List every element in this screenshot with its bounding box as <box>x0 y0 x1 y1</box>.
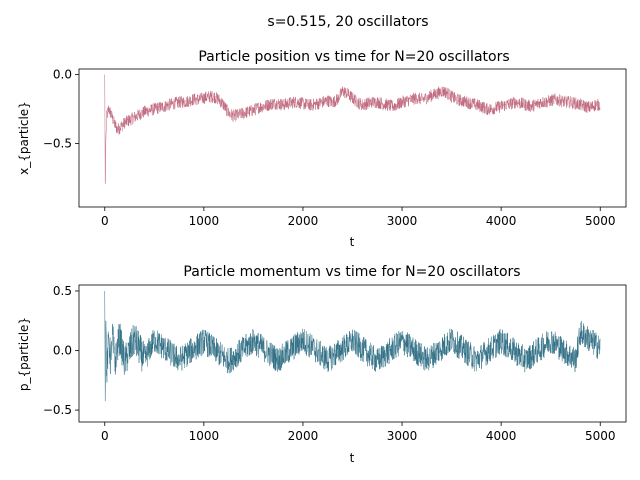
momentum-x-ticks: 0 1000 2000 3000 4000 5000 <box>101 422 616 443</box>
momentum-x-tick-label: 1000 <box>189 429 220 443</box>
position-title: Particle position vs time for N=20 oscil… <box>198 49 509 65</box>
position-x-ticks: 0 1000 2000 3000 4000 5000 <box>101 207 616 228</box>
position-x-tick-label: 4000 <box>486 214 517 228</box>
position-x-label: t <box>350 235 355 249</box>
position-y-tick-label: −0.5 <box>43 137 72 151</box>
position-x-tick-label: 1000 <box>189 214 220 228</box>
momentum-y-tick-label: −0.5 <box>43 403 72 417</box>
position-panel: Particle position vs time for N=20 oscil… <box>17 49 627 249</box>
position-plot-area <box>104 74 601 184</box>
momentum-axes-frame <box>78 284 627 423</box>
momentum-x-tick-label: 3000 <box>387 429 418 443</box>
momentum-y-tick-label: 0.5 <box>53 284 72 298</box>
momentum-y-tick-label: 0.0 <box>53 344 72 358</box>
position-x-tick-label: 2000 <box>288 214 319 228</box>
momentum-y-ticks: 0.5 0.0 −0.5 <box>43 284 79 417</box>
momentum-x-tick-label: 0 <box>101 429 109 443</box>
position-y-tick-label: 0.0 <box>53 68 72 82</box>
momentum-title: Particle momentum vs time for N=20 oscil… <box>183 264 520 280</box>
momentum-y-label: p_{particle} <box>17 317 31 391</box>
momentum-x-label: t <box>350 451 355 465</box>
momentum-series-line <box>104 290 601 402</box>
momentum-x-tick-label: 4000 <box>486 429 517 443</box>
momentum-x-tick-label: 2000 <box>288 429 319 443</box>
position-x-tick-label: 0 <box>101 214 109 228</box>
position-x-tick-label: 3000 <box>387 214 418 228</box>
momentum-plot-area <box>104 290 601 402</box>
momentum-panel: Particle momentum vs time for N=20 oscil… <box>17 264 627 465</box>
momentum-x-tick-label: 5000 <box>585 429 616 443</box>
figure-suptitle: s=0.515, 20 oscillators <box>267 14 428 30</box>
position-y-ticks: 0.0 −0.5 <box>43 68 79 151</box>
position-series-line <box>104 74 601 184</box>
position-y-label: x_{particle} <box>17 101 31 175</box>
position-x-tick-label: 5000 <box>585 214 616 228</box>
position-axes-frame <box>78 68 627 208</box>
